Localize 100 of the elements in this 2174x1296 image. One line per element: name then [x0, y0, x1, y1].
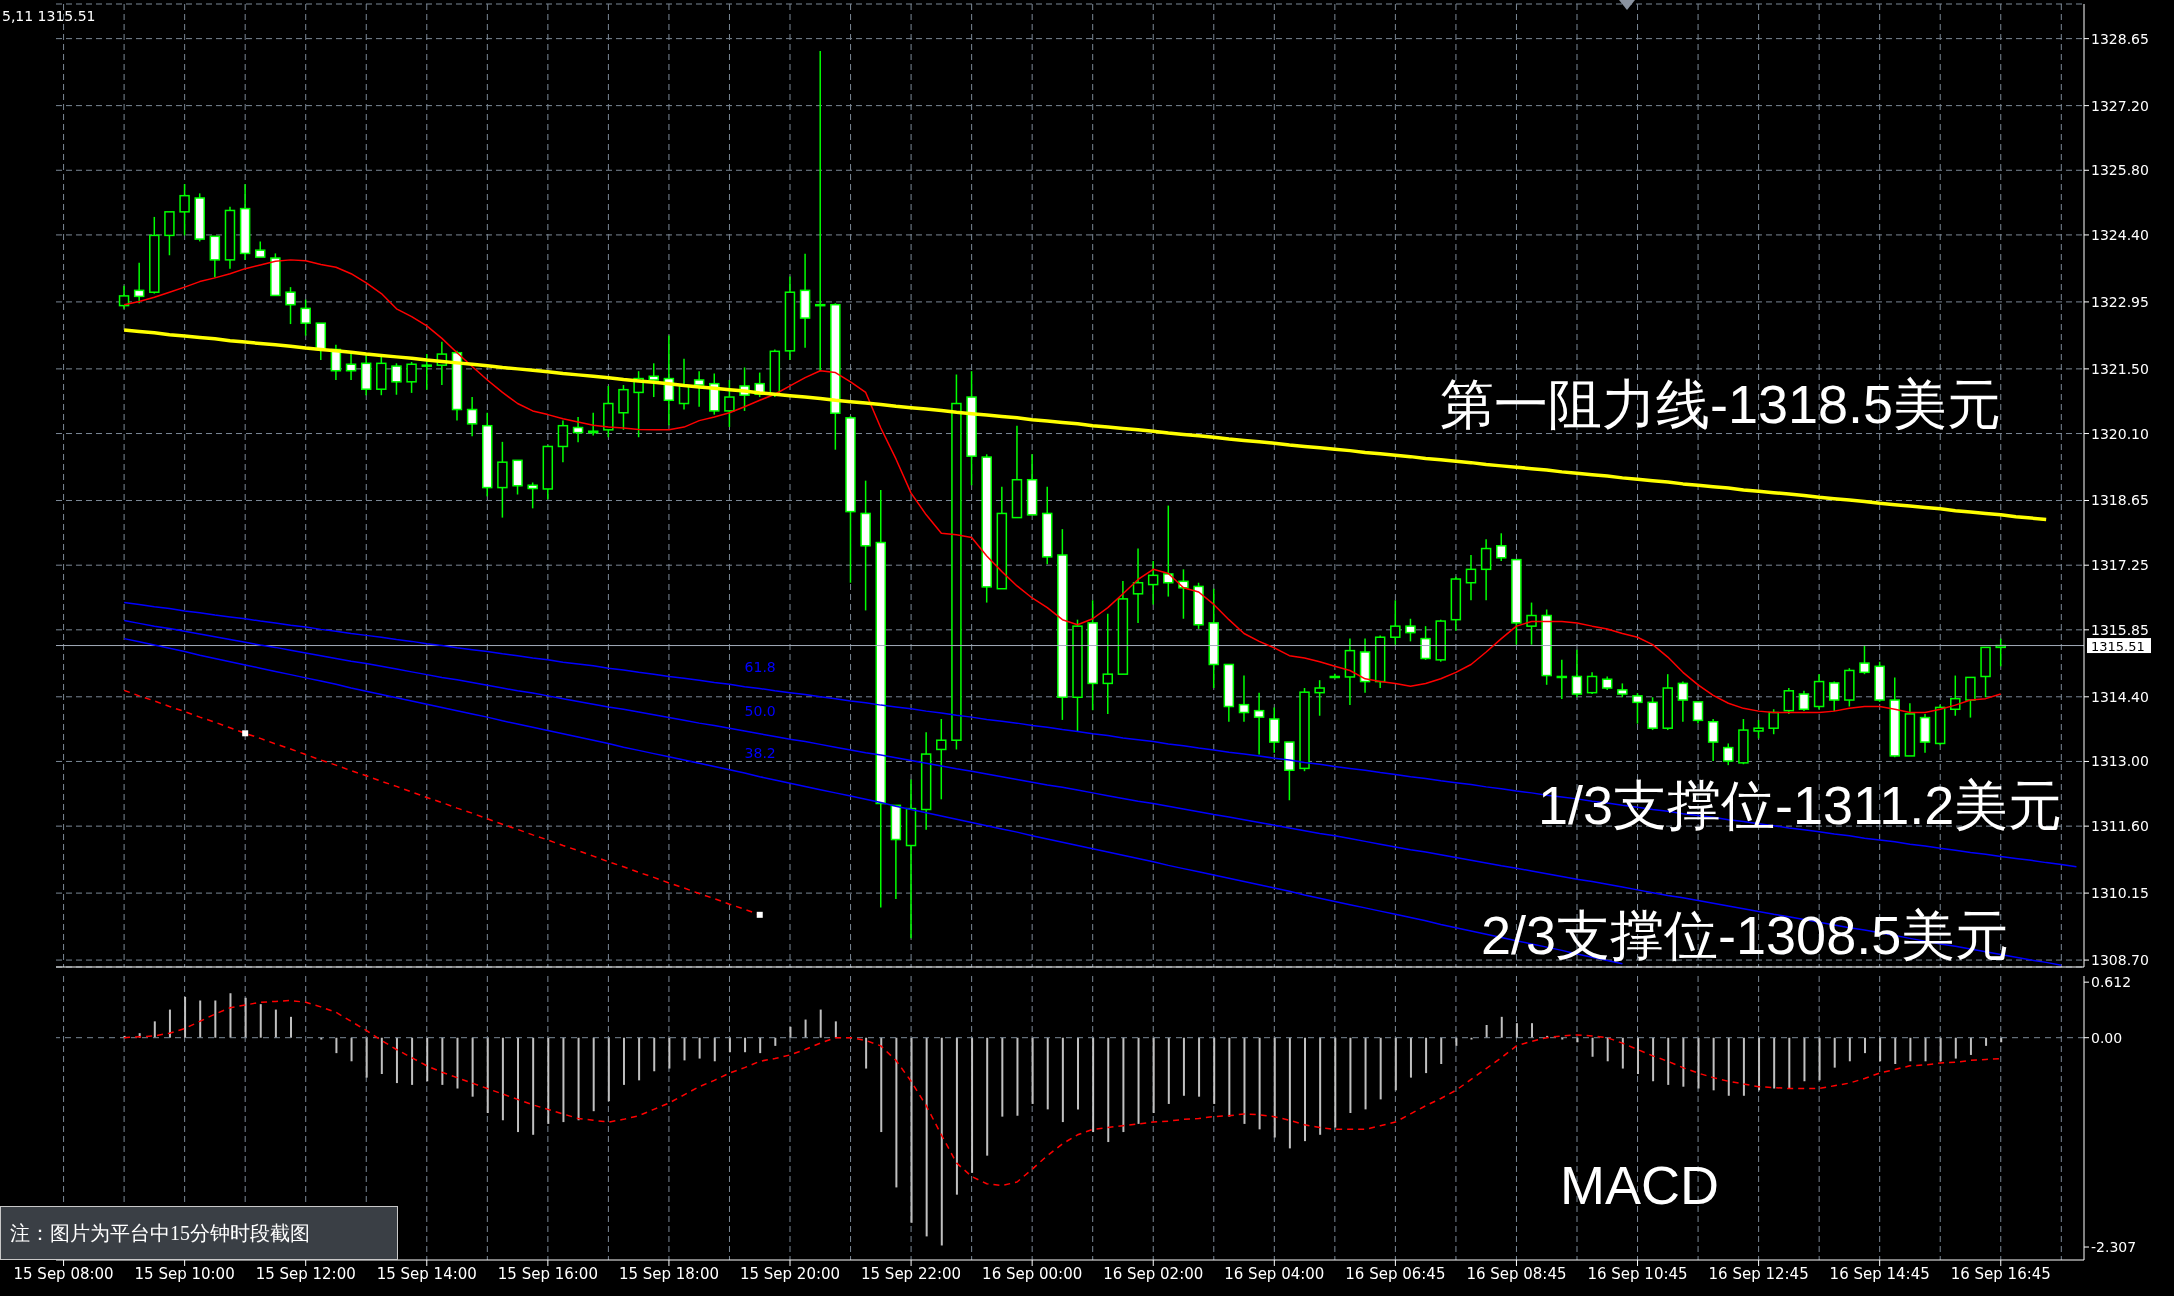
- bar: [834, 1021, 837, 1038]
- bar: [1077, 1037, 1079, 1110]
- candlestick: [1798, 690, 1810, 712]
- bar: [1985, 1037, 1988, 1046]
- bar: [199, 1000, 202, 1038]
- candlestick: [133, 261, 145, 305]
- bar: [895, 1037, 898, 1188]
- y-tick-label: 1325.80: [2091, 162, 2149, 179]
- bar: [380, 1037, 383, 1074]
- bar: [1742, 1037, 1745, 1096]
- bar: [592, 1037, 595, 1112]
- bar: [365, 1037, 368, 1078]
- bar: [1515, 1023, 1518, 1038]
- x-tick-label: 15 Sep 10:00: [134, 1264, 235, 1283]
- bar: [1621, 1037, 1624, 1069]
- x-tick-label: 15 Sep 14:00: [376, 1264, 477, 1283]
- y-tick-label: 1310.15: [2091, 885, 2149, 902]
- candlestick: [1950, 674, 1961, 717]
- bar: [411, 1037, 414, 1085]
- bar: [1924, 1037, 1927, 1062]
- y-tick-label: 1320.10: [2091, 425, 2149, 442]
- annotation: MACD: [1560, 1155, 1719, 1215]
- bar: [865, 1037, 868, 1069]
- bar: [955, 1037, 958, 1195]
- candlestick: [1586, 671, 1598, 695]
- y-tick-label: 1324.40: [2091, 226, 2149, 243]
- bar: [1258, 1037, 1261, 1130]
- candlestick: [557, 419, 569, 463]
- y-tick-label: 1317.25: [2091, 557, 2149, 574]
- candlestick: [1253, 691, 1265, 756]
- candlestick: [1269, 706, 1280, 754]
- bar: [168, 1009, 171, 1038]
- candlestick: [1465, 554, 1477, 602]
- y-tick-label: 1313.00: [2091, 753, 2149, 770]
- annotation: 第一阻力线-1318.5美元: [1440, 374, 2002, 434]
- x-tick-label: 15 Sep 18:00: [618, 1264, 719, 1283]
- candlestick: [421, 353, 432, 391]
- bar: [1440, 1037, 1443, 1065]
- series-label: 61.8: [744, 658, 776, 675]
- x-tick-label: 15 Sep 22:00: [861, 1264, 962, 1283]
- bar: [1788, 1037, 1791, 1089]
- bar: [562, 1037, 565, 1123]
- candlestick: [1238, 674, 1250, 723]
- bar: [683, 1037, 686, 1061]
- candlestick: [1571, 648, 1583, 699]
- bar: [1319, 1037, 1322, 1135]
- bar: [1349, 1037, 1352, 1114]
- bar: [653, 1037, 656, 1072]
- bar: [153, 1021, 156, 1038]
- x-tick-label: 15 Sep 20:00: [739, 1264, 841, 1283]
- bar: [1697, 1037, 1700, 1089]
- candlestick: [1859, 645, 1870, 675]
- bar: [728, 1037, 731, 1053]
- candlestick: [1420, 625, 1431, 661]
- bar: [607, 1037, 610, 1102]
- bar: [1954, 1037, 1957, 1059]
- candlestick: [572, 416, 584, 444]
- x-tick-label: 15 Sep 08:00: [13, 1264, 114, 1283]
- bar: [1092, 1037, 1095, 1133]
- bar: [1061, 1037, 1064, 1123]
- bar: [880, 1037, 883, 1133]
- candlestick: [1480, 538, 1492, 602]
- bar: [1969, 1037, 1972, 1055]
- bar: [532, 1037, 535, 1135]
- y-tick-label: 0.612: [2091, 974, 2132, 991]
- bar: [335, 1037, 338, 1054]
- y-tick-label: 1315.85: [2091, 621, 2149, 638]
- bar: [1288, 1037, 1291, 1149]
- bar: [517, 1037, 520, 1133]
- bar: [986, 1037, 989, 1156]
- bar: [1409, 1037, 1412, 1078]
- bar: [290, 1016, 293, 1038]
- x-tick-label: 16 Sep 12:45: [1708, 1264, 1809, 1283]
- bar: [1304, 1037, 1307, 1142]
- bar: [925, 1037, 928, 1237]
- candlestick: [179, 183, 190, 237]
- bar: [1334, 1037, 1337, 1128]
- bar: [1758, 1037, 1761, 1091]
- y-tick-label: 1308.70: [2091, 952, 2149, 969]
- candlestick: [1496, 532, 1507, 562]
- candlestick: [406, 361, 417, 394]
- bar: [1394, 1037, 1397, 1091]
- candlestick: [1692, 701, 1704, 725]
- bar: [184, 996, 187, 1038]
- bar: [350, 1037, 353, 1062]
- bar: [1228, 1037, 1231, 1117]
- candlestick: [300, 298, 311, 337]
- bar: [1243, 1037, 1246, 1124]
- bar: [971, 1037, 974, 1173]
- x-tick-label: 15 Sep 16:00: [497, 1264, 598, 1283]
- bar: [1364, 1037, 1367, 1110]
- bar: [1818, 1037, 1821, 1081]
- bar: [1727, 1037, 1730, 1096]
- bar: [1122, 1037, 1125, 1133]
- bar: [1833, 1037, 1836, 1068]
- bar: [1879, 1037, 1882, 1062]
- y-tick-label: 1314.40: [2091, 688, 2149, 705]
- candlestick: [118, 284, 130, 310]
- y-tick-label: -2.307: [2091, 1238, 2137, 1255]
- bar: [229, 993, 232, 1038]
